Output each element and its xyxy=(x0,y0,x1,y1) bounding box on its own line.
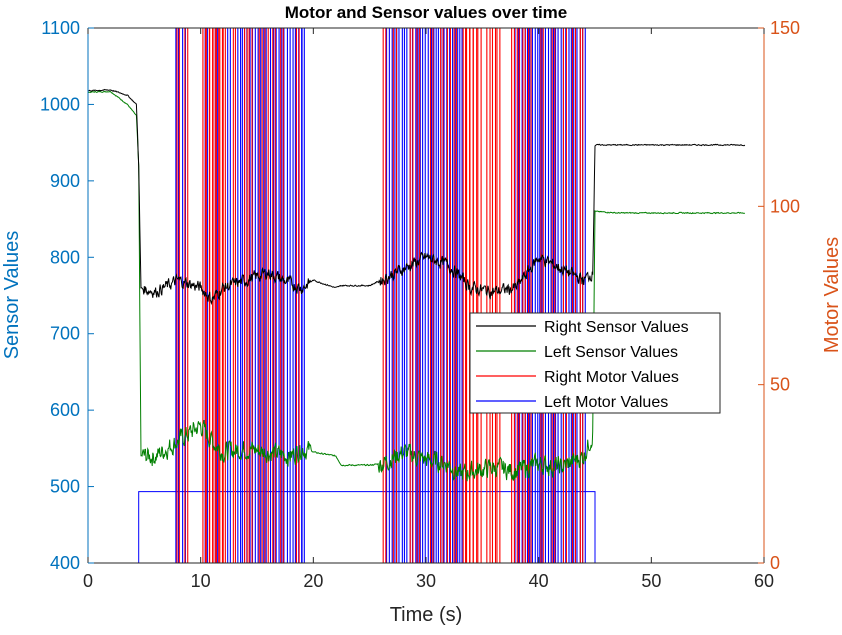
x-axis-label: Time (s) xyxy=(390,604,463,626)
left-motor-pulse xyxy=(570,28,575,563)
x-tick-label: 50 xyxy=(641,571,661,591)
right-motor-pulse xyxy=(272,28,276,563)
legend-item: Left Motor Values xyxy=(476,394,668,411)
legend-label-right-sensor: Right Sensor Values xyxy=(544,319,689,336)
legend-item: Right Motor Values xyxy=(476,369,679,386)
left-motor-pulse xyxy=(565,28,570,563)
right-motor-pulse xyxy=(571,28,577,563)
right-motor-pulse xyxy=(453,28,457,563)
x-tick-label: 0 xyxy=(83,571,93,591)
right-motor-pulse xyxy=(258,28,263,563)
left-motor-pulse xyxy=(459,28,463,563)
y-left-tick-label: 1100 xyxy=(41,18,80,38)
y-right-tick-label: 100 xyxy=(770,196,800,216)
y-left-tick-label: 700 xyxy=(50,324,80,344)
left-motor-pulse xyxy=(237,28,242,563)
right-motor-pulse xyxy=(176,28,180,563)
legend: Right Sensor Values Left Sensor Values R… xyxy=(469,312,721,414)
y-right-tick-label: 0 xyxy=(770,553,780,573)
left-motor-pulse xyxy=(454,28,459,563)
y-left-tick-label: 600 xyxy=(50,400,80,420)
right-motor-pulse xyxy=(222,28,226,563)
axes-layer: 0 10 20 30 40 50 60 400 500 600 700 800 900 1000 1100 0… xyxy=(40,18,800,591)
left-motor-pulse xyxy=(544,28,550,563)
left-motor-pulse xyxy=(263,28,267,563)
series-layer xyxy=(88,28,764,563)
chart-title: Motor and Sensor values over time xyxy=(285,3,567,22)
left-motor-step-line xyxy=(88,491,764,563)
x-tick-label: 20 xyxy=(303,571,323,591)
y-axis-left-label: Sensor Values xyxy=(1,231,23,360)
left-motor-pulse xyxy=(227,28,231,563)
right-motor-pulse xyxy=(562,28,567,563)
x-tick-label: 30 xyxy=(416,571,436,591)
y-left-tick-label: 1000 xyxy=(40,94,80,114)
right-motor-pulse xyxy=(429,28,434,563)
right-motor-pulse xyxy=(462,28,467,563)
left-motor-pulse xyxy=(292,28,296,563)
y-left-tick-label: 900 xyxy=(50,171,80,191)
right-motor-pulse xyxy=(540,28,544,563)
right-motor-pulse xyxy=(416,28,421,563)
legend-item: Right Sensor Values xyxy=(476,319,689,336)
left-motor-pulse xyxy=(539,28,543,563)
y-left-tick-label: 800 xyxy=(50,247,80,267)
right-motor-pulse xyxy=(382,28,387,563)
y-left-tick-label: 500 xyxy=(50,477,80,497)
left-motor-pulse xyxy=(401,28,405,563)
left-motor-pulse xyxy=(534,28,539,563)
right-motor-pulse xyxy=(527,28,532,563)
right-motor-pulse xyxy=(409,28,414,563)
left-motor-pulse xyxy=(175,28,180,563)
right-motor-pulse xyxy=(440,28,444,563)
right-motor-pulse xyxy=(579,28,584,563)
series-left-sensor-line xyxy=(88,90,746,482)
right-motor-pulse xyxy=(232,28,236,563)
left-motor-pulse xyxy=(257,28,262,563)
left-motor-pulse xyxy=(514,28,519,563)
legend-box xyxy=(469,312,721,414)
left-motor-pulse xyxy=(386,28,390,563)
right-motor-pulse xyxy=(264,28,269,563)
left-motor-pulse xyxy=(433,28,437,563)
right-motor-pulse xyxy=(248,28,253,563)
y-left-tick-label: 400 xyxy=(50,553,80,573)
left-motor-pulse xyxy=(269,28,275,563)
left-motor-pulse xyxy=(422,28,426,563)
right-motor-pulse xyxy=(516,28,520,563)
right-motor-pulse xyxy=(280,28,284,563)
legend-item: Left Sensor Values xyxy=(476,344,678,361)
right-motor-pulse xyxy=(184,28,189,563)
legend-label-right-motor: Right Motor Values xyxy=(544,369,679,386)
y-axis-right-label: Motor Values xyxy=(821,237,842,353)
legend-label-left-motor: Left Motor Values xyxy=(544,394,668,411)
y-right-tick-label: 50 xyxy=(770,375,790,395)
plot-area xyxy=(88,28,764,563)
x-tick-label: 10 xyxy=(191,571,211,591)
left-motor-pulse xyxy=(391,28,396,563)
left-motor-pulse xyxy=(427,28,433,563)
series-right-sensor-line xyxy=(88,88,746,306)
right-motor-pulse xyxy=(477,28,482,563)
left-motor-pulse xyxy=(449,28,454,563)
left-motor-pulse xyxy=(550,28,555,563)
left-motor-pulse xyxy=(443,28,448,563)
left-motor-pulse xyxy=(555,28,559,563)
series-left-motor xyxy=(88,28,764,563)
right-motor-pulse xyxy=(551,28,556,563)
right-motor-pulse xyxy=(244,28,248,563)
left-motor-pulse xyxy=(529,28,533,563)
legend-label-left-sensor: Left Sensor Values xyxy=(544,344,678,361)
right-motor-pulse xyxy=(446,28,451,563)
x-tick-label: 40 xyxy=(529,571,549,591)
left-motor-pulse xyxy=(417,28,421,563)
y-right-tick-label: 150 xyxy=(770,18,800,38)
left-motor-pulse xyxy=(281,28,285,563)
x-tick-label: 60 xyxy=(754,571,774,591)
right-motor-pulse xyxy=(392,28,398,563)
left-motor-pulse xyxy=(275,28,280,563)
right-motor-pulse xyxy=(522,28,526,563)
left-motor-pulse xyxy=(286,28,291,563)
